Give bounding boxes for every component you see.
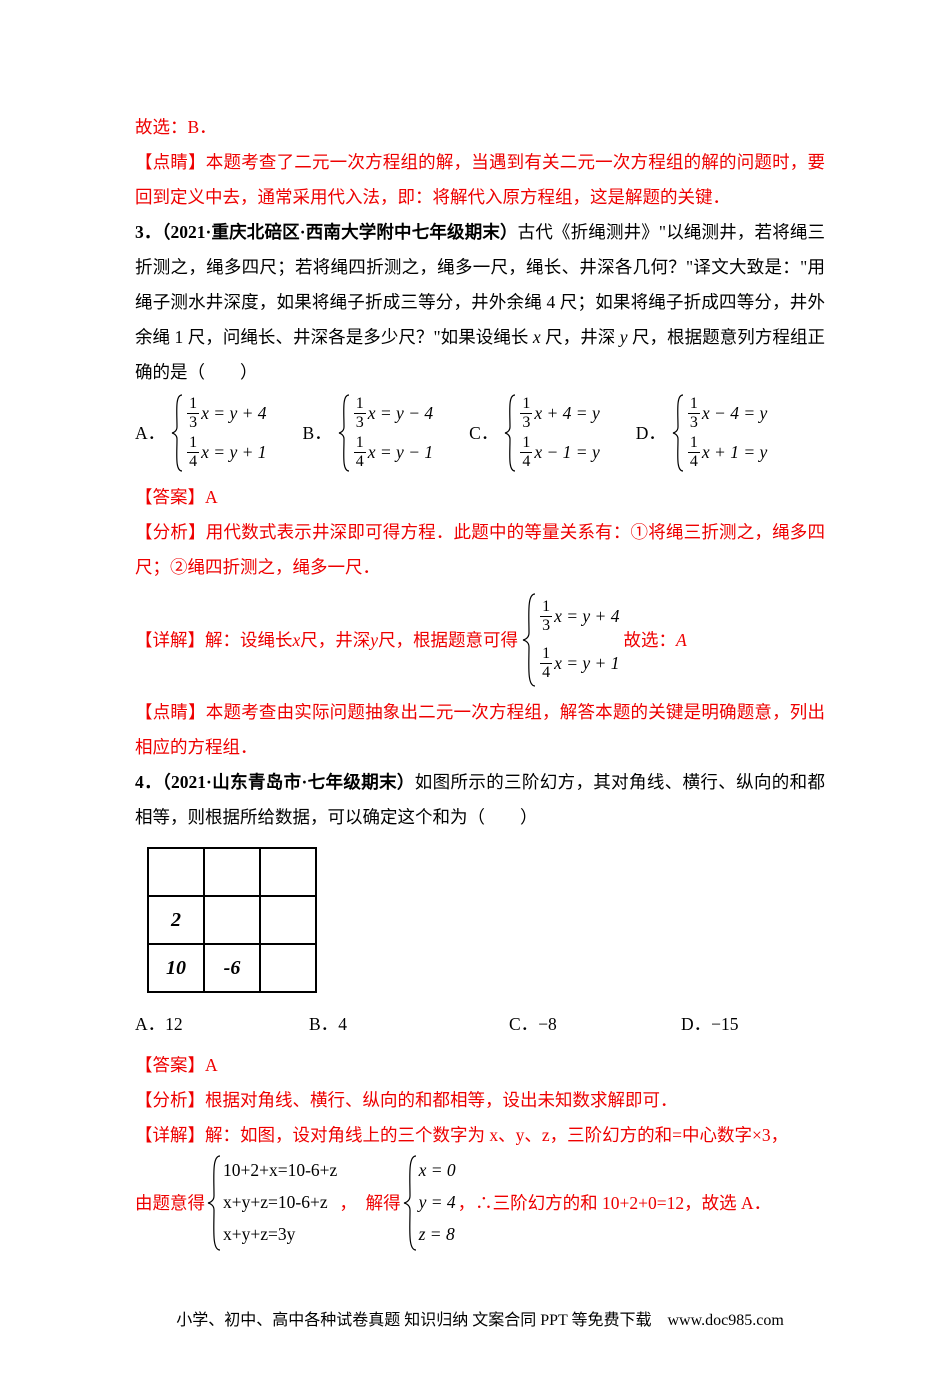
equation-system: x = 0 y = 4 z = 8 xyxy=(403,1155,456,1251)
left-brace-icon xyxy=(171,394,183,472)
opt-label: B． xyxy=(303,423,338,444)
prev-conclusion: 故选：B． xyxy=(135,110,825,145)
footer-text: 小学、初中、高中各种试卷真题 知识归纳 文案合同 PPT 等免费下载 xyxy=(176,1312,667,1329)
q4-detail-pre: 【详解】解：如图，设对角线上的三个数字为 x、y、z，三阶幻方的和=中心数字×3… xyxy=(135,1118,825,1153)
sys-mid: ， 解得 xyxy=(339,1193,400,1214)
footer-url: www.doc985.com xyxy=(668,1312,784,1329)
left-brace-icon xyxy=(403,1155,417,1251)
analysis-lead: 【分析】 xyxy=(135,1090,205,1110)
equation-system: 13x = y + 4 14x = y + 1 xyxy=(522,593,619,687)
q4-stem: 4．（2021·山东青岛市·七年级期末）如图所示的三阶幻方，其对角线、横行、纵向… xyxy=(135,765,825,835)
var-x: x xyxy=(293,630,301,651)
q3-answer: 【答案】A xyxy=(135,480,825,515)
answer-lead: 【答案】 xyxy=(135,487,205,507)
comment-lead: 【点睛】 xyxy=(135,702,206,722)
q3-stem: 3．（2021·重庆北碚区·西南大学附中七年级期末）古代《折绳测井》"以绳测井，… xyxy=(135,215,825,390)
q3-var-x: x xyxy=(528,327,545,347)
sys-tail: ，∴三阶幻方的和 10+2+0=12，故选 A． xyxy=(458,1193,772,1214)
equation-system: 13x − 4 = y 14x + 1 = y xyxy=(672,394,767,472)
answer-value: A xyxy=(205,487,218,507)
opt-label: C． xyxy=(469,423,504,444)
q4-option-c: C．−8 xyxy=(509,1007,681,1042)
detail-lead: 【详解】 xyxy=(135,1125,205,1145)
document-page: 故选：B． 【点睛】本题考查了二元一次方程组的解，当遇到有关二元一次方程组的解的… xyxy=(0,0,950,1397)
q4-detail-equations: 由题意得 10+2+x=10-6+z x+y+z=10-6+z x+y+z=3y… xyxy=(135,1155,825,1251)
var-y: y xyxy=(370,630,378,651)
analysis-lead: 【分析】 xyxy=(135,522,206,542)
detail-answer: A xyxy=(676,630,687,651)
q3-text-b: 尺，井深 xyxy=(545,327,615,347)
q3-detail: 【详解】 解：设绳长 x 尺，井深 y 尺，根据题意可得 13x = y + 4… xyxy=(135,593,825,687)
cell xyxy=(260,848,316,896)
detail-lead: 【详解】 xyxy=(135,630,205,651)
q3-options: A． 13x = y + 4 14x = y + 1 B． 13x = y − … xyxy=(135,394,825,472)
q3-source: （2021·重庆北碚区·西南大学附中七年级期末） xyxy=(162,222,518,242)
q4-option-a: A．12 xyxy=(135,1007,309,1042)
q4-option-b: B．4 xyxy=(309,1007,509,1042)
page-footer: 小学、初中、高中各种试卷真题 知识归纳 文案合同 PPT 等免费下载 www.d… xyxy=(135,1305,825,1337)
comment-body: 本题考查由实际问题抽象出二元一次方程组，解答本题的关键是明确题意，列出相应的方程… xyxy=(135,702,825,757)
q3-option-a: A． 13x = y + 4 14x = y + 1 xyxy=(135,394,267,472)
opt-label: A． xyxy=(135,423,171,444)
q3-option-b: B． 13x = y − 4 14x = y − 1 xyxy=(303,394,434,472)
analysis-body: 用代数式表示井深即可得方程．此题中的等量关系有：①将绳三折测之，绳多四尺；②绳四… xyxy=(135,522,825,577)
left-brace-icon xyxy=(338,394,350,472)
cell xyxy=(260,944,316,992)
left-brace-icon xyxy=(672,394,684,472)
cell: -6 xyxy=(204,944,260,992)
q4-source: （2021·山东青岛市·七年级期末） xyxy=(162,772,415,792)
equation-system: 13x + 4 = y 14x − 1 = y xyxy=(504,394,599,472)
q4-answer: 【答案】A xyxy=(135,1048,825,1083)
equation-system: 13x = y − 4 14x = y − 1 xyxy=(338,394,433,472)
detail-text: 尺，根据题意可得 xyxy=(378,630,518,651)
q4-option-d: D．−15 xyxy=(681,1007,739,1042)
cell xyxy=(148,848,204,896)
comment-body: 本题考查了二元一次方程组的解，当遇到有关二元一次方程组的解的问题时，要回到定义中… xyxy=(135,152,825,207)
sys-lead: 由题意得 xyxy=(135,1193,205,1214)
q3-comment: 【点睛】本题考查由实际问题抽象出二元一次方程组，解答本题的关键是明确题意，列出相… xyxy=(135,695,825,765)
equation-system: 13x = y + 4 14x = y + 1 xyxy=(171,394,266,472)
cell xyxy=(204,848,260,896)
magic-square-figure: 2 10-6 xyxy=(147,847,317,993)
q4-number: 4． xyxy=(135,772,162,792)
left-brace-icon xyxy=(207,1155,221,1251)
q3-option-c: C． 13x + 4 = y 14x − 1 = y xyxy=(469,394,600,472)
cell: 10 xyxy=(148,944,204,992)
cell xyxy=(260,896,316,944)
cell xyxy=(204,896,260,944)
q3-number: 3． xyxy=(135,222,162,242)
detail-text: 解：设绳长 xyxy=(205,630,293,651)
comment-lead: 【点睛】 xyxy=(135,152,206,172)
analysis-body: 根据对角线、横行、纵向的和都相等，设出未知数求解即可． xyxy=(205,1090,678,1110)
answer-lead: 【答案】 xyxy=(135,1055,205,1075)
q4-options: A．12 B．4 C．−8 D．−15 xyxy=(135,1007,825,1042)
q3-option-d: D． 13x − 4 = y 14x + 1 = y xyxy=(636,394,768,472)
left-brace-icon xyxy=(504,394,516,472)
q4-analysis: 【分析】根据对角线、横行、纵向的和都相等，设出未知数求解即可． xyxy=(135,1083,825,1118)
detail-text: 尺，井深 xyxy=(300,630,370,651)
detail-body: 解：如图，设对角线上的三个数字为 x、y、z，三阶幻方的和=中心数字×3， xyxy=(205,1125,788,1145)
prev-comment: 【点睛】本题考查了二元一次方程组的解，当遇到有关二元一次方程组的解的问题时，要回… xyxy=(135,145,825,215)
opt-label: D． xyxy=(636,423,672,444)
equation-system: 10+2+x=10-6+z x+y+z=10-6+z x+y+z=3y xyxy=(207,1155,337,1251)
cell: 2 xyxy=(148,896,204,944)
left-brace-icon xyxy=(522,593,536,687)
q3-var-y: y xyxy=(615,327,632,347)
answer-value: A xyxy=(205,1055,218,1075)
detail-tail: 故选： xyxy=(623,630,676,651)
q3-analysis: 【分析】用代数式表示井深即可得方程．此题中的等量关系有：①将绳三折测之，绳多四尺… xyxy=(135,515,825,585)
